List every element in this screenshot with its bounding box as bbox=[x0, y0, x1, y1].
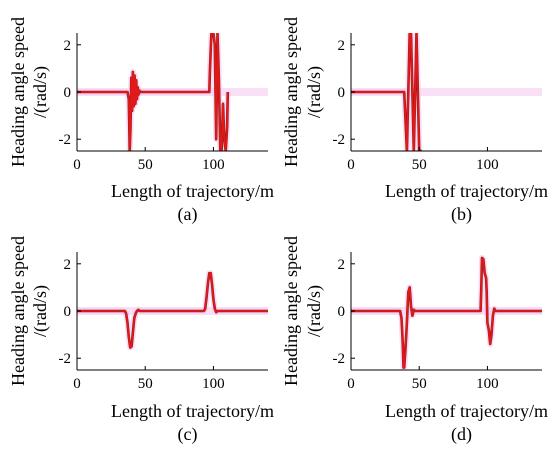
x-tick-label: 50 bbox=[138, 376, 153, 392]
y-tick-label: 2 bbox=[64, 257, 72, 273]
x-axis-label: Length of trajectory/m bbox=[111, 401, 274, 421]
y-axis-unit-label: /(rad/s) bbox=[30, 66, 51, 118]
panel-caption: (d) bbox=[451, 424, 472, 445]
y-tick-label: -2 bbox=[333, 132, 346, 148]
y-tick-label: 2 bbox=[338, 257, 346, 273]
zero-band bbox=[351, 88, 542, 96]
panel-caption: (a) bbox=[178, 204, 198, 225]
y-axis-label: Heading angle speed bbox=[8, 17, 28, 167]
y-tick-label: 0 bbox=[64, 304, 72, 320]
panel-caption: (b) bbox=[451, 204, 472, 225]
x-tick-label: 50 bbox=[412, 376, 427, 392]
y-tick-label: -2 bbox=[59, 132, 72, 148]
y-tick-label: 0 bbox=[338, 85, 346, 101]
y-axis-label: Heading angle speed bbox=[8, 236, 28, 386]
x-tick-label: 0 bbox=[347, 376, 355, 392]
series-line bbox=[77, 272, 268, 349]
x-tick-label: 0 bbox=[73, 157, 81, 173]
y-axis-label: Heading angle speed bbox=[281, 236, 301, 386]
series-line bbox=[351, 33, 422, 151]
y-axis-unit-label: /(rad/s) bbox=[304, 285, 325, 337]
y-tick-label: -2 bbox=[333, 351, 346, 367]
series-glow bbox=[351, 254, 542, 370]
x-axis-label: Length of trajectory/m bbox=[385, 181, 548, 201]
y-axis-label: Heading angle speed bbox=[281, 17, 301, 167]
x-axis-label: Length of trajectory/m bbox=[111, 181, 274, 201]
x-tick-label: 50 bbox=[138, 157, 153, 173]
x-tick-label: 100 bbox=[202, 376, 225, 392]
y-tick-label: -2 bbox=[59, 351, 72, 367]
y-axis-unit-label: /(rad/s) bbox=[30, 285, 51, 337]
y-tick-label: 2 bbox=[64, 38, 72, 54]
panel-caption: (c) bbox=[178, 424, 198, 445]
x-tick-label: 0 bbox=[347, 157, 355, 173]
x-tick-label: 0 bbox=[73, 376, 81, 392]
x-tick-label: 100 bbox=[476, 157, 499, 173]
y-tick-label: 0 bbox=[338, 304, 346, 320]
series-line bbox=[77, 33, 229, 151]
series-line bbox=[351, 256, 542, 369]
y-tick-label: 2 bbox=[338, 38, 346, 54]
x-axis-label: Length of trajectory/m bbox=[385, 401, 548, 421]
x-tick-label: 100 bbox=[476, 376, 499, 392]
x-tick-label: 50 bbox=[412, 157, 427, 173]
y-tick-label: 0 bbox=[64, 85, 72, 101]
y-axis-unit-label: /(rad/s) bbox=[304, 66, 325, 118]
x-tick-label: 100 bbox=[202, 157, 225, 173]
